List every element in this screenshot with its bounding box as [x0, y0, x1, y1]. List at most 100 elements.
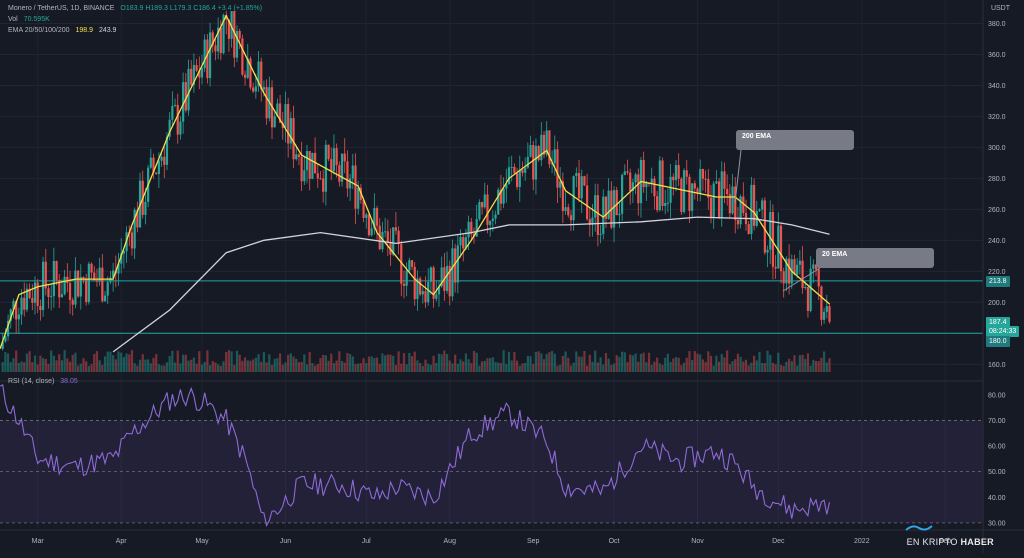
ema20-annotation[interactable]: 20 EMA — [816, 248, 934, 268]
symbol-title[interactable]: Monero / TetherUS, 1D, BINANCE — [8, 5, 115, 12]
candle-body — [752, 184, 756, 226]
volume-bar — [777, 352, 780, 372]
volume-bar — [98, 360, 101, 372]
candle-body — [93, 272, 96, 281]
candle-body — [200, 68, 204, 78]
candle-body — [386, 231, 389, 242]
volume-bar — [612, 363, 616, 372]
volume-bar — [273, 358, 276, 372]
volume-bar — [152, 357, 155, 372]
candle-body — [532, 145, 535, 180]
volume-bar — [322, 354, 325, 372]
candle-body — [238, 31, 241, 39]
candle-body — [87, 263, 90, 303]
candle-body — [144, 201, 147, 215]
volume-bar — [559, 364, 562, 372]
candle-body — [219, 27, 222, 54]
volume-bar — [359, 363, 362, 372]
candle-body — [494, 214, 497, 219]
volume-bar — [230, 351, 233, 372]
candle-body — [330, 159, 333, 172]
candle-body — [98, 267, 101, 282]
ema-legend[interactable]: EMA 20/50/100/200 198.9 243.9 — [8, 26, 116, 35]
candle-body — [23, 297, 26, 310]
volume-bar — [179, 363, 182, 372]
volume-bar — [443, 350, 446, 372]
candle-body — [696, 188, 699, 194]
candle-body — [575, 173, 578, 177]
candle-body — [241, 38, 244, 75]
volume-bar — [168, 355, 171, 372]
candle-body — [634, 174, 637, 183]
candle-body — [828, 306, 831, 322]
volume-bar — [631, 355, 634, 372]
candle-body — [464, 237, 468, 249]
volume-bar — [4, 351, 7, 372]
candle-body — [591, 217, 594, 226]
volume-bar — [429, 364, 433, 372]
candle-body — [20, 297, 23, 315]
candle-body — [650, 178, 653, 185]
volume-legend[interactable]: Vol 70.595K — [8, 15, 50, 24]
candle-body — [429, 267, 433, 282]
candle-body — [435, 294, 438, 299]
candle-body — [71, 299, 74, 305]
watermark-prefix: EN — [906, 537, 920, 547]
candle-body — [33, 282, 37, 303]
candle-body — [322, 178, 325, 192]
volume-bar — [645, 362, 648, 372]
ema200-annotation[interactable]: 200 EMA — [736, 130, 854, 150]
candle-body — [559, 181, 562, 188]
candle-body — [666, 202, 670, 204]
volume-bar — [208, 365, 212, 372]
time-axis-tick: Jun — [280, 538, 291, 545]
candle-body — [615, 190, 618, 216]
volume-bar — [742, 361, 745, 372]
candle-body — [545, 130, 548, 155]
volume-bar — [510, 360, 513, 372]
candle-body — [631, 182, 634, 192]
volume-bar — [217, 364, 220, 372]
candle-body — [120, 253, 123, 264]
currency-label[interactable]: USDT — [990, 5, 1010, 12]
volume-bar — [82, 358, 85, 372]
candle-body — [715, 181, 718, 184]
volume-bar — [785, 361, 788, 372]
candle-body — [338, 165, 341, 182]
rsi-legend[interactable]: RSI (14, close) 38.05 — [8, 377, 78, 386]
candle-body — [300, 157, 303, 182]
volume-bar — [440, 354, 443, 372]
volume-bar — [9, 362, 12, 372]
candle-body — [25, 288, 29, 310]
volume-bar — [303, 354, 306, 372]
volume-bar — [747, 365, 750, 372]
volume-label: Vol — [8, 16, 18, 23]
volume-bar — [561, 355, 564, 372]
candle-body — [728, 194, 731, 214]
candle-body — [346, 161, 349, 189]
volume-bar — [354, 364, 357, 372]
volume-bar — [591, 361, 594, 372]
volume-bar — [688, 351, 691, 372]
candle-body — [254, 86, 257, 92]
candle-body — [607, 190, 610, 219]
volume-bar — [31, 362, 34, 372]
candle-body — [521, 169, 524, 173]
volume-bar — [15, 350, 18, 372]
candle-body — [629, 172, 632, 192]
candle-body — [39, 305, 42, 311]
candle-body — [537, 146, 540, 161]
volume-bar — [664, 357, 667, 372]
volume-bar — [680, 365, 683, 372]
volume-bar — [621, 351, 624, 372]
volume-bar — [112, 355, 115, 372]
volume-bar — [823, 351, 826, 372]
volume-bar — [316, 364, 319, 372]
rsi-axis-tick: 80.00 — [988, 392, 1006, 399]
volume-bar — [87, 365, 90, 372]
volume-bar — [518, 365, 521, 372]
volume-bar — [305, 364, 309, 372]
candle-body — [782, 271, 785, 284]
rsi-axis-tick: 50.00 — [988, 469, 1006, 476]
